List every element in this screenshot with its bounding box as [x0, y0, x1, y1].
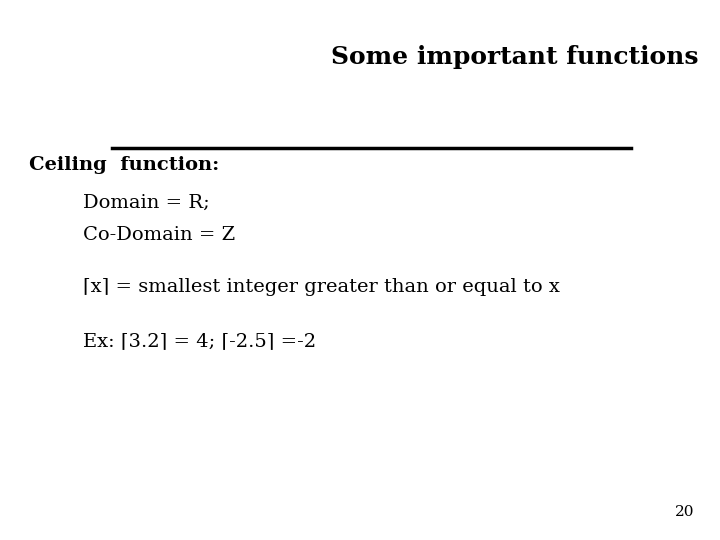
- Text: Ex: ⌈3.2⌉ = 4; ⌈-2.5⌉ =-2: Ex: ⌈3.2⌉ = 4; ⌈-2.5⌉ =-2: [83, 332, 316, 350]
- Text: Ceiling  function:: Ceiling function:: [29, 156, 219, 174]
- Text: ⌈x⌉ = smallest integer greater than or equal to x: ⌈x⌉ = smallest integer greater than or e…: [83, 278, 559, 296]
- Text: Co-Domain = Z: Co-Domain = Z: [83, 226, 235, 244]
- Text: Domain = R;: Domain = R;: [83, 193, 210, 212]
- Text: 20: 20: [675, 505, 695, 519]
- Text: Some important functions: Some important functions: [331, 45, 698, 69]
